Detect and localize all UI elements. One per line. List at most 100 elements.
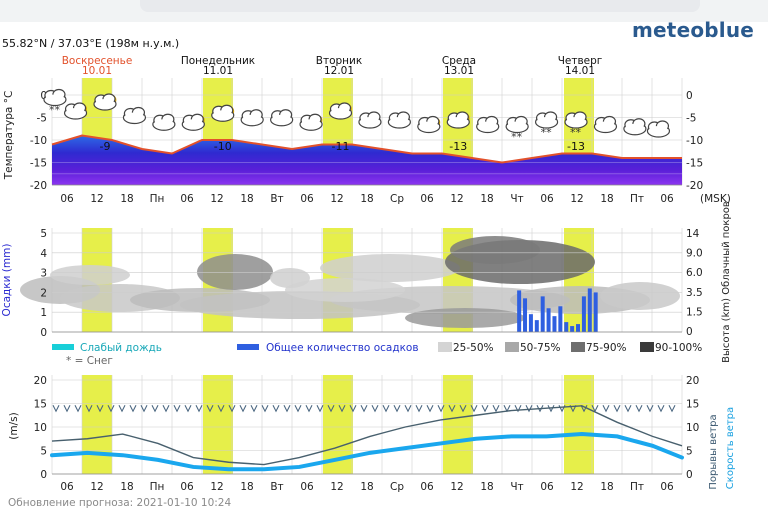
x-tick-label: 06 — [420, 193, 434, 205]
x-tick-label: Чт — [510, 481, 523, 493]
y-axis-label: (m/s) — [8, 412, 20, 439]
wind-direction-arrow — [338, 404, 346, 413]
wind-direction-arrow — [206, 404, 214, 413]
precipitation-bar — [593, 292, 598, 332]
x-tick-label: Чт — [510, 193, 523, 205]
wind-direction-arrow — [668, 404, 676, 413]
arrow-shape — [459, 404, 467, 413]
cloud-sun-icon — [211, 104, 235, 122]
wind-direction-arrow — [536, 404, 544, 413]
legend-swatch-rain — [52, 344, 74, 350]
y-tick-label: 3 — [40, 268, 47, 280]
wind-direction-arrow — [470, 404, 478, 413]
arrow-shape — [624, 404, 632, 413]
wind-direction-arrow — [481, 404, 489, 413]
x-axis-unit: (MSK) — [700, 193, 731, 205]
cloud-icon — [646, 120, 671, 138]
cloud-fill — [648, 126, 669, 136]
legend-swatch-total — [237, 344, 259, 350]
precipitation-bar — [570, 326, 575, 332]
y-tick-label: -10 — [30, 135, 47, 147]
precipitation-bar — [540, 296, 545, 332]
arrow-shape — [327, 404, 335, 413]
arrow-shape — [448, 404, 456, 413]
cloud-fill — [595, 121, 616, 132]
legend-label: 75-90% — [586, 342, 627, 354]
y-tick-label: 5 — [40, 228, 47, 240]
cloud-fill — [65, 108, 86, 118]
cloud-fill — [566, 117, 587, 127]
day-name: Четверг — [558, 55, 603, 67]
arrow-shape — [514, 404, 522, 413]
cloud-cover-area — [197, 254, 273, 290]
address-bar[interactable] — [140, 0, 700, 12]
y-tick-label: 20 — [34, 375, 47, 387]
arrow-shape — [426, 404, 434, 413]
wind-direction-arrow — [514, 404, 522, 413]
x-tick-label: 06 — [300, 193, 314, 205]
y-tick-label: 5 — [40, 446, 47, 458]
arrow-shape — [52, 404, 60, 413]
legend-label: Общее количество осадков — [266, 342, 419, 354]
y-tick-label: -5 — [37, 113, 47, 125]
x-tick-label: Ср — [390, 193, 404, 205]
y-tick-label-right: 0 — [686, 326, 693, 338]
y-tick-label-right: 0 — [686, 469, 693, 481]
temperature-label: -13 — [449, 140, 467, 153]
cloud-snow-icon: ** — [564, 111, 588, 139]
cloud-fill — [624, 123, 645, 134]
cloud-fill — [389, 117, 410, 127]
arrow-shape — [184, 404, 192, 413]
arrow-shape — [74, 404, 82, 413]
wind-direction-arrow — [393, 404, 401, 413]
snow-flakes: ** — [541, 126, 553, 139]
day-date: 11.01 — [203, 65, 233, 77]
wind-gust-line — [51, 405, 683, 466]
arrow-shape — [415, 404, 423, 413]
wind-direction-arrow — [525, 404, 533, 413]
arrow-shape — [305, 404, 313, 413]
arrow-shape — [657, 404, 665, 413]
arrow-shape — [668, 404, 676, 413]
legend-label: 90-100% — [655, 342, 702, 354]
y-tick-label-right: 0 — [686, 90, 693, 102]
day-headers: Воскресенье10.01Понедельник11.01Вторник1… — [62, 55, 603, 77]
x-tick-label: 18 — [240, 481, 253, 493]
y-tick-label-right: 3.5 — [686, 287, 703, 299]
cloud-icon — [593, 115, 618, 134]
arrow-shape — [217, 404, 225, 413]
wind-direction-arrow — [294, 404, 302, 413]
cloud-sun-icon — [328, 102, 353, 120]
brand-logo[interactable]: meteoblue — [632, 18, 755, 42]
cloud-cover-area — [320, 254, 460, 282]
wind-direction-arrow — [261, 404, 269, 413]
cloud-fill — [507, 121, 528, 132]
y-tick-label-right: 14 — [686, 228, 700, 240]
cloud-sun-icon — [63, 102, 88, 120]
arrow-shape — [173, 404, 181, 413]
x-tick-label: 12 — [90, 193, 103, 205]
wind-direction-arrow — [250, 404, 258, 413]
arrow-shape — [316, 404, 324, 413]
legend-swatch-cloud — [640, 342, 654, 352]
wind-direction-arrow — [459, 404, 467, 413]
x-tick-label: 12 — [450, 193, 463, 205]
wind-direction-arrow — [349, 404, 357, 413]
y-tick-label: 0 — [40, 469, 47, 481]
legend-swatch-cloud — [505, 342, 519, 352]
x-tick-label: 18 — [240, 193, 253, 205]
wind-direction-arrow — [52, 404, 60, 413]
wind-direction-arrow — [272, 404, 280, 413]
y-tick-label: -15 — [30, 158, 47, 170]
x-tick-label: Вт — [270, 481, 283, 493]
wind-direction-arrow — [426, 404, 434, 413]
wind-direction-arrow — [316, 404, 324, 413]
arrow-shape — [525, 404, 533, 413]
temperature-label: -9 — [100, 140, 111, 153]
cloud-fill — [301, 119, 322, 130]
daytime-band — [82, 375, 112, 474]
day-date: 10.01 — [82, 65, 112, 77]
snow-flakes: ** — [570, 126, 582, 139]
cloud-sun-icon — [181, 113, 205, 131]
cloud-fill — [477, 121, 498, 132]
